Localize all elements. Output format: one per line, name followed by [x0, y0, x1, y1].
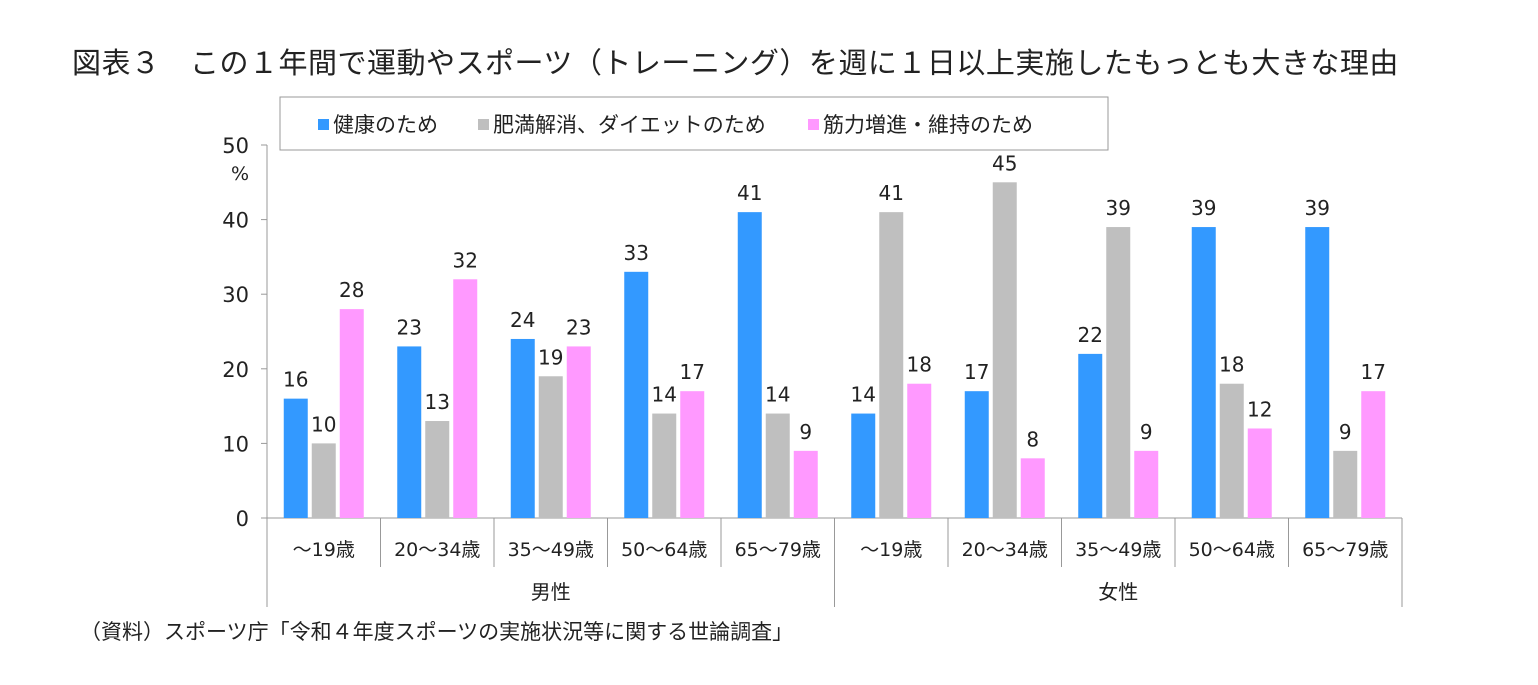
data-label: 18 — [907, 353, 932, 377]
data-label: 39 — [1305, 196, 1330, 220]
y-tick-label: 10 — [222, 432, 249, 456]
bar — [1106, 227, 1131, 518]
data-label: 24 — [510, 308, 535, 332]
data-label: 8 — [1026, 427, 1039, 451]
data-label: 39 — [1191, 196, 1216, 220]
bar — [992, 182, 1017, 519]
bar — [1219, 383, 1244, 518]
legend-swatch — [318, 119, 329, 130]
data-label: 33 — [624, 241, 649, 265]
group-label: 女性 — [1098, 580, 1138, 604]
legend-label: 筋力増進・維持のため — [823, 113, 1033, 137]
x-tick-label: 50～64歳 — [1189, 539, 1275, 561]
bar — [793, 450, 818, 518]
data-label: 22 — [1078, 323, 1103, 347]
bar — [453, 279, 478, 518]
y-tick-label: 0 — [236, 507, 249, 531]
data-label: 23 — [566, 315, 591, 339]
data-label: 14 — [765, 383, 790, 407]
bar — [851, 413, 876, 518]
legend-label: 肥満解消、ダイエットのため — [493, 113, 766, 137]
bar — [1333, 450, 1358, 518]
data-label: 16 — [283, 368, 308, 392]
bar — [624, 271, 649, 518]
bar — [1247, 428, 1272, 518]
x-tick-label: 20～34歳 — [962, 539, 1048, 561]
bar — [964, 391, 989, 518]
y-tick-label: 50 — [222, 134, 249, 158]
bar — [397, 346, 422, 518]
x-tick-label: 35～49歳 — [508, 539, 594, 561]
source-note: （資料）スポーツ庁「令和４年度スポーツの実施状況等に関する世論調査」 — [80, 620, 794, 644]
x-tick-label: 65～79歳 — [735, 539, 821, 561]
x-tick-label: ～19歳 — [293, 539, 355, 561]
legend-swatch — [808, 119, 819, 130]
data-label: 17 — [1361, 360, 1386, 384]
data-label: 23 — [397, 315, 422, 339]
data-label: 19 — [538, 345, 563, 369]
bar — [1134, 450, 1159, 518]
data-label: 18 — [1219, 353, 1244, 377]
data-label: 45 — [992, 151, 1017, 175]
bar — [1361, 391, 1386, 518]
data-label: 14 — [652, 383, 677, 407]
data-label: 9 — [1339, 420, 1352, 444]
bar — [339, 309, 364, 518]
data-label: 9 — [1140, 420, 1153, 444]
x-tick-label: ～19歳 — [860, 539, 922, 561]
x-tick-label: 65～79歳 — [1302, 539, 1388, 561]
data-label: 32 — [453, 248, 478, 272]
y-tick-label: 30 — [222, 283, 249, 307]
bar — [907, 383, 932, 518]
data-label: 41 — [737, 181, 762, 205]
bar — [538, 376, 563, 518]
bar — [1191, 227, 1216, 518]
data-label: 28 — [339, 278, 364, 302]
bar — [1305, 227, 1330, 518]
data-label: 12 — [1247, 397, 1272, 421]
y-axis-unit: % — [231, 163, 249, 185]
bar — [765, 413, 790, 518]
bar — [311, 443, 336, 518]
legend-label: 健康のため — [333, 113, 438, 137]
bar — [566, 346, 591, 518]
bar — [879, 212, 904, 518]
bar — [1020, 458, 1045, 518]
y-tick-label: 20 — [222, 358, 249, 382]
data-label: 10 — [311, 412, 336, 436]
data-label: 39 — [1106, 196, 1131, 220]
bar — [510, 338, 535, 518]
bar — [652, 413, 677, 518]
bar — [1078, 353, 1103, 518]
group-label: 男性 — [531, 580, 571, 604]
data-label: 41 — [879, 181, 904, 205]
bar — [425, 421, 450, 518]
x-tick-label: 35～49歳 — [1075, 539, 1161, 561]
data-label: 14 — [851, 383, 876, 407]
x-tick-label: 20～34歳 — [394, 539, 480, 561]
x-tick-label: 50～64歳 — [621, 539, 707, 561]
bar — [283, 398, 308, 518]
data-label: 17 — [964, 360, 989, 384]
legend-swatch — [478, 119, 489, 130]
bar — [737, 212, 762, 518]
legend — [279, 96, 1109, 151]
data-label: 9 — [799, 420, 812, 444]
data-label: 17 — [680, 360, 705, 384]
chart-title: 図表３ この１年間で運動やスポーツ（トレーニング）を週に１日以上実施したもっとも… — [72, 46, 1399, 80]
bar — [680, 391, 705, 518]
y-tick-label: 40 — [222, 209, 249, 233]
data-label: 13 — [425, 390, 450, 414]
